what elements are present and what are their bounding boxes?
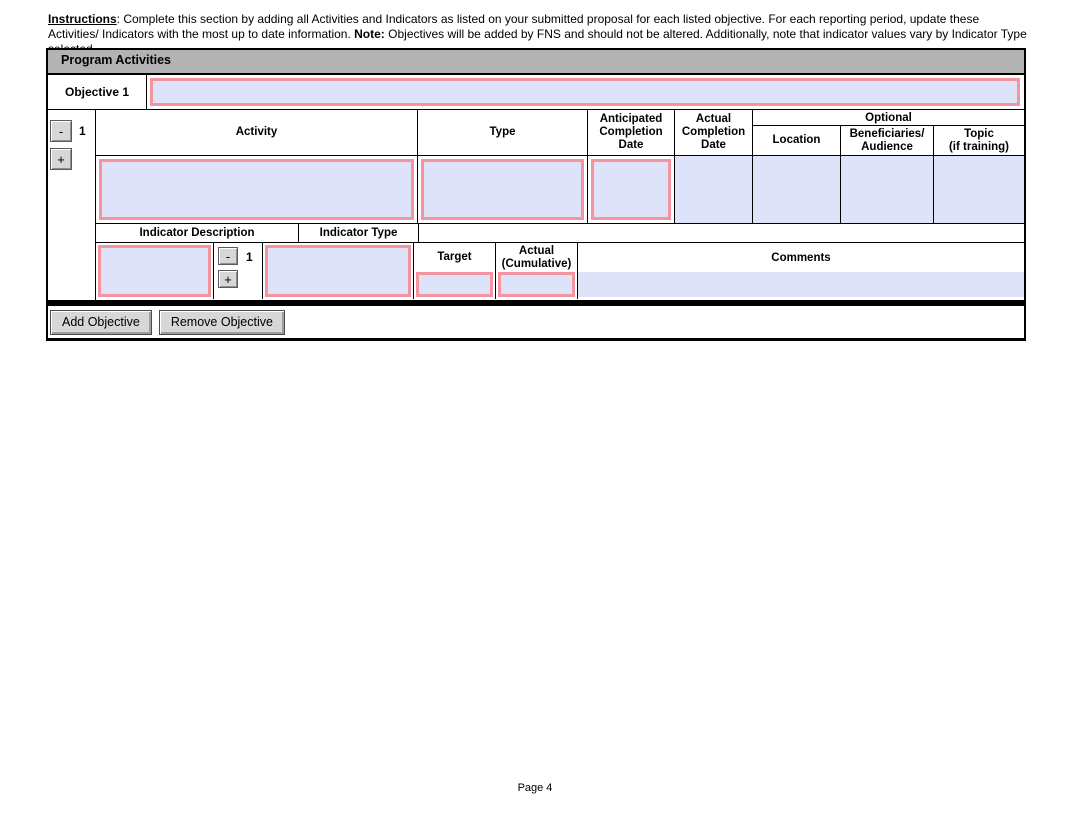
add-indicator-button[interactable]: + (218, 270, 238, 288)
remove-indicator-button[interactable]: - (218, 247, 238, 265)
activity-row-number: 1 (79, 124, 86, 138)
remove-objective-button[interactable]: Remove Objective (158, 309, 285, 335)
optional-group-header: Optional (753, 110, 1024, 126)
topic-column-header: Topic (if training) (948, 127, 1010, 153)
indicator-row-number: 1 (246, 250, 253, 264)
objective-buttons-row: Add Objective Remove Objective (48, 306, 1024, 338)
anticipated-date-column-header: Anticipated Completion Date (588, 110, 675, 155)
type-cell (418, 156, 588, 223)
note-label: Note: (354, 26, 385, 41)
indicator-row-controls: - 1 + (214, 243, 263, 299)
indicator-type-cell (263, 243, 414, 299)
location-column-header: Location (753, 126, 841, 155)
page-number: Page 4 (517, 782, 553, 794)
actual-cumulative-header: Actual (Cumulative) (501, 244, 572, 270)
activity-cell (96, 156, 418, 223)
activities-table: - 1 + Activity Type Anticipated Completi… (48, 110, 1024, 300)
instructions-body: : Complete this section by adding all Ac… (48, 12, 980, 41)
target-input[interactable] (416, 272, 493, 297)
comments-input[interactable] (578, 272, 1024, 297)
indicator-input-row: - 1 + Target Actual (Cumulative) (96, 243, 1024, 299)
actual-date-column-header: Actual Completion Date (675, 110, 753, 155)
indicator-description-dropdown[interactable] (98, 245, 211, 297)
add-activity-button[interactable]: + (50, 148, 72, 170)
instructions-text: Instructions: Complete this section by a… (48, 12, 1028, 56)
program-activities-section: Program Activities Objective 1 - 1 + Act… (46, 48, 1026, 341)
type-column-header: Type (418, 110, 588, 155)
activities-header-row: Activity Type Anticipated Completion Dat… (96, 110, 1024, 156)
comments-column: Comments (578, 243, 1024, 299)
indicator-header-row: Indicator Description Indicator Type (96, 224, 1024, 243)
activity-column-header: Activity (96, 110, 418, 155)
indicator-type-header: Indicator Type (299, 224, 419, 242)
actual-cumulative-input[interactable] (498, 272, 575, 297)
anticipated-date-cell (588, 156, 675, 223)
add-objective-button[interactable]: Add Objective (50, 309, 152, 335)
indicator-description-header: Indicator Description (96, 224, 299, 242)
objective-label: Objective 1 (48, 75, 147, 109)
anticipated-date-input[interactable] (591, 159, 671, 220)
actual-date-input[interactable] (675, 156, 753, 223)
activity-input-row (96, 156, 1024, 224)
objective-row: Objective 1 (48, 75, 1024, 110)
type-dropdown[interactable] (421, 159, 584, 220)
section-title: Program Activities (48, 50, 1024, 75)
objective-input[interactable] (150, 78, 1020, 106)
activities-grid: Activity Type Anticipated Completion Dat… (96, 110, 1024, 300)
section-divider (48, 300, 1024, 306)
indicator-type-dropdown[interactable] (265, 245, 411, 297)
activity-input[interactable] (99, 159, 414, 220)
beneficiaries-input[interactable] (841, 156, 934, 223)
actual-cumulative-column: Actual (Cumulative) (496, 243, 578, 299)
indicator-header-spacer (419, 224, 1024, 242)
indicator-description-cell (96, 243, 214, 299)
remove-activity-button[interactable]: - (50, 120, 72, 142)
target-header: Target (437, 251, 472, 263)
topic-input[interactable] (934, 156, 1024, 223)
optional-column-group: Optional Location Beneficiaries/ Audienc… (753, 110, 1024, 155)
location-dropdown[interactable] (753, 156, 841, 223)
target-column: Target (414, 243, 496, 299)
instructions-label: Instructions (48, 12, 117, 26)
comments-header: Comments (771, 251, 831, 264)
activity-row-controls: - 1 + (48, 110, 96, 300)
beneficiaries-column-header: Beneficiaries/ Audience (841, 126, 934, 155)
